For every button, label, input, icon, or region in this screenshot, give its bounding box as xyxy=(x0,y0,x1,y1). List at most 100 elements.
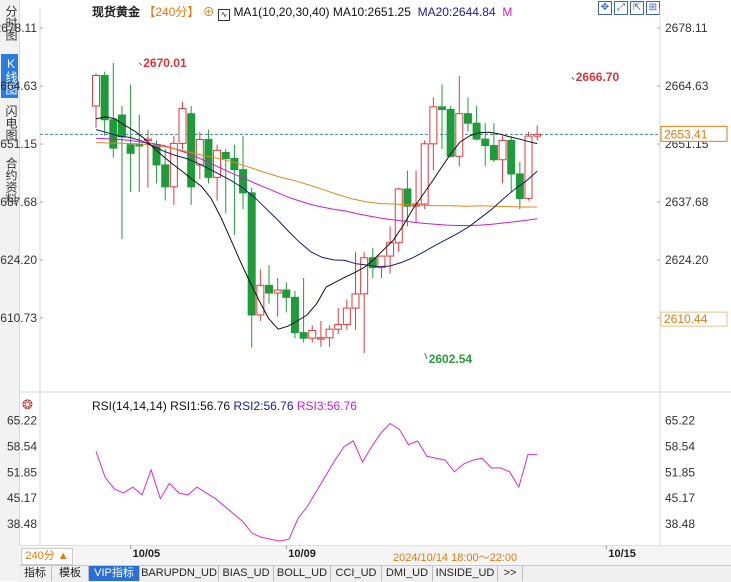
crosshair-icon[interactable]: ✥ xyxy=(598,1,612,15)
candle-body-down xyxy=(187,113,196,188)
candle-body-up xyxy=(455,113,464,157)
low-label: 2602.54 xyxy=(429,352,473,366)
ma10-line xyxy=(95,116,538,330)
ma30-end-box xyxy=(660,311,728,327)
candle-body-down xyxy=(472,122,481,140)
bottom-tab-[interactable]: 模板 xyxy=(52,566,89,581)
candle-body-down xyxy=(117,114,126,138)
candle-body-down xyxy=(481,138,490,147)
rsi-params: RSI(14,14,14) xyxy=(92,399,167,413)
y-tick-label-right: 2678.11 xyxy=(665,21,708,35)
candle-body-down xyxy=(221,151,230,159)
candle-body-up xyxy=(213,149,222,178)
bottom-tab-boll-ud[interactable]: BOLL_UD xyxy=(274,566,331,581)
candle-body-down xyxy=(489,145,498,161)
candle-body-down xyxy=(290,296,299,334)
candle-body-up xyxy=(394,188,403,244)
rsi-tick-label-right: 58.54 xyxy=(665,439,695,453)
high-label-pointer xyxy=(138,62,143,66)
candle-body-down xyxy=(299,332,308,339)
candle-body-down xyxy=(403,188,412,207)
candle-body-down xyxy=(239,169,248,194)
low-label-pointer xyxy=(424,352,428,360)
candle-body-up xyxy=(533,133,542,137)
rsi-header: RSI(14,14,14) RSI1:56.76 RSI2:56.76 RSI3… xyxy=(92,399,357,413)
candle-body-down xyxy=(446,108,455,157)
candle-body-up xyxy=(92,74,100,107)
ma-flag: M xyxy=(502,5,513,19)
candle-body-down xyxy=(247,192,256,316)
period-tag[interactable]: 【240分】 xyxy=(143,5,200,19)
tab-contract-info[interactable]: 合约资料 xyxy=(4,157,18,205)
y-tick-label-right: 2637.68 xyxy=(665,195,709,209)
rsi-tick-label-right: 51.85 xyxy=(665,465,695,479)
candle-body-up xyxy=(420,143,429,205)
candle-body-down xyxy=(230,157,239,171)
ma30-line xyxy=(95,142,538,208)
candle-body-down xyxy=(100,74,109,121)
y-tick-label-right: 2624.20 xyxy=(665,253,709,267)
bottom-tab-cci-ud[interactable]: CCI_UD xyxy=(331,566,382,581)
ma30-end-label: 2610.44 xyxy=(664,312,708,326)
candle-body-down xyxy=(507,139,516,175)
zoom-in-icon[interactable]: ⤢ xyxy=(614,1,628,15)
chart-header: 现货黄金 【240分】 ⊕ ∿ MA1(10,20,30,40) MA10:26… xyxy=(92,3,512,21)
tab-kline[interactable]: K线图 xyxy=(1,54,18,98)
add-icon[interactable]: ⊕ xyxy=(202,5,215,19)
bottom-tab-vip[interactable]: VIP指标 xyxy=(89,566,140,581)
ma10-value: MA10:2651.25 xyxy=(332,5,411,19)
last-price-box xyxy=(660,125,728,142)
period-button[interactable]: 240分 ▲ xyxy=(21,548,73,565)
period-button-label: 240分 xyxy=(25,550,55,562)
rsi3-value: RSI3:56.76 xyxy=(296,399,357,413)
rsi-tick-label-right: 38.48 xyxy=(665,517,695,531)
candle-body-up xyxy=(195,139,204,166)
ma20-value: MA20:2644.84 xyxy=(417,5,496,19)
y-tick-label-left: 2678.11 xyxy=(0,21,37,35)
x-tick-label: 10/05 xyxy=(133,548,161,560)
y-tick-label-left: 2637.68 xyxy=(0,195,37,209)
y-tick-label-left: 2624.20 xyxy=(0,253,37,267)
last-price-label: 2653.41 xyxy=(664,127,708,141)
candle-body-down xyxy=(126,144,135,154)
candle-body-up xyxy=(273,289,282,294)
indicator-icon[interactable]: ∿ xyxy=(218,9,231,21)
candle-body-up xyxy=(325,328,334,339)
y-tick-label-right: 2664.63 xyxy=(665,79,709,93)
rsi-tick-label-right: 65.22 xyxy=(665,414,695,428)
right-high-label: 2666.70 xyxy=(576,70,620,84)
y-tick-label-left: 2651.15 xyxy=(0,137,37,151)
rsi-tick-label-right: 45.17 xyxy=(665,491,695,505)
candle-body-down xyxy=(438,106,446,110)
candle-body-down xyxy=(152,144,161,166)
tab-intraday[interactable]: 分时图 xyxy=(4,5,18,41)
candle-body-down xyxy=(463,113,472,124)
candle-body-up xyxy=(342,307,351,325)
zoom-out-icon[interactable]: ⇱ xyxy=(630,1,644,15)
bottom-tab-dmi-ud[interactable]: DMI_UD xyxy=(382,566,433,581)
candle-body-up xyxy=(377,255,386,269)
candle-body-up xyxy=(143,138,152,141)
bottom-tab-bar: 指标 模板 VIP指标 BARUPDN_UD BIAS_UD BOLL_UD CCI_UD D… xyxy=(19,565,731,582)
bottom-tab-[interactable]: 指标 xyxy=(19,566,52,581)
high-label: 2670.01 xyxy=(143,56,187,70)
bottom-tab-bias-ud[interactable]: BIAS_UD xyxy=(219,566,274,581)
bottom-tab-barupdn-ud[interactable]: BARUPDN_UD xyxy=(140,566,219,581)
instrument-name: 现货黄金 xyxy=(92,5,141,19)
rsi-tick-label-left: 38.48 xyxy=(7,517,37,531)
bottom-tab-inside-ud[interactable]: INSIDE_UD xyxy=(433,566,498,581)
bottom-tab-[interactable]: >> xyxy=(498,566,523,581)
tab-flash[interactable]: 闪电图 xyxy=(4,105,18,141)
candle-body-up xyxy=(334,323,343,330)
rsi-tick-label-left: 65.22 xyxy=(7,414,37,428)
candle-body-down xyxy=(282,289,291,298)
rsi-settings-icon[interactable]: ❂ xyxy=(22,397,33,412)
rsi2-value: RSI2:56.76 xyxy=(233,399,294,413)
candle-body-up xyxy=(316,337,325,340)
candle-body-down xyxy=(515,173,524,199)
rsi-tick-label-left: 45.17 xyxy=(7,491,37,505)
candle-body-up xyxy=(524,135,533,199)
ma20-line xyxy=(95,129,538,268)
rsi1-value: RSI1:56.76 xyxy=(170,399,231,413)
